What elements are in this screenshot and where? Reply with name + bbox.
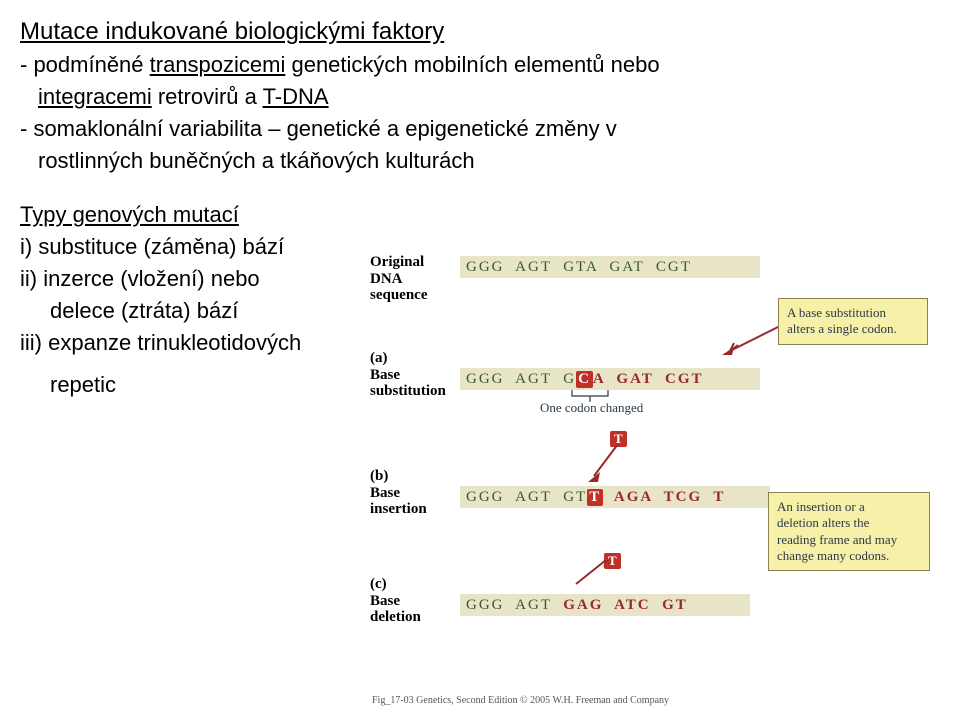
figure-credit: Fig_17-03 Genetics, Second Edition © 200…: [372, 695, 669, 706]
c-l2: deletion: [370, 609, 470, 626]
line2-ul-a: integracemi: [38, 84, 152, 109]
seq-b-pre: GGG AGT GT: [466, 489, 587, 505]
label-original: Original DNA sequence: [370, 254, 455, 304]
seq-c-pre: GGG AGT: [466, 597, 563, 613]
bracket-a-icon: [570, 390, 610, 402]
one-codon-changed: One codon changed: [540, 400, 643, 416]
arrow-substitution-icon: [720, 325, 780, 355]
seq-orig: GGG AGT GTA GAT CGT: [466, 259, 692, 275]
seq-a-pre: GGG AGT G: [466, 371, 576, 387]
seq-band-c: GGG AGT GAG ATC GT: [460, 594, 750, 616]
callout-a-l1: A base substitution: [787, 305, 919, 321]
line-3: - somaklonální variabilita – genetické a…: [20, 116, 940, 142]
callout-b-l2: deletion alters the: [777, 515, 921, 531]
figure: Original DNA sequence GGG AGT GTA GAT CG…: [370, 250, 940, 710]
orig-l2: DNA: [370, 271, 455, 288]
b-small: (b): [370, 468, 470, 485]
seq-a-mut: C: [576, 371, 593, 388]
line2-mid: retrovirů a: [152, 84, 263, 109]
callout-insertion-deletion: An insertion or a deletion alters the re…: [768, 492, 930, 571]
c-small: (c): [370, 576, 470, 593]
line-1: - podmíněné transpozicemi genetických mo…: [20, 52, 940, 78]
seq-band-a: GGG AGT GCA GAT CGT: [460, 368, 760, 390]
arrow-insertion-icon: [588, 442, 648, 482]
label-b: (b) Base insertion: [370, 468, 470, 518]
line2-ul-b: T-DNA: [263, 84, 329, 109]
arrow-deletion-icon: [572, 560, 632, 590]
section-title: Typy genových mutací: [20, 202, 940, 228]
seq-b-mut: T: [587, 489, 603, 506]
orig-l3: sequence: [370, 287, 455, 304]
heading-text: Mutace indukované biologickými faktory: [20, 18, 444, 45]
seq-c-post: GAG ATC GT: [563, 597, 688, 613]
b-l1: Base: [370, 485, 470, 502]
line-2: integracemi retrovirů a T-DNA: [20, 84, 940, 110]
line1-ul: transpozicemi: [150, 52, 286, 77]
callout-b-l4: change many codons.: [777, 548, 921, 564]
a-small: (a): [370, 350, 480, 367]
callout-a-l2: alters a single codon.: [787, 321, 919, 337]
line1-rest: genetických mobilních elementů nebo: [285, 52, 659, 77]
line-4: rostlinných buněčných a tkáňových kultur…: [20, 148, 940, 174]
callout-substitution: A base substitution alters a single codo…: [778, 298, 928, 345]
callout-b-l3: reading frame and may: [777, 532, 921, 548]
c-l1: Base: [370, 593, 470, 610]
callout-b-l1: An insertion or a: [777, 499, 921, 515]
orig-l1: Original: [370, 254, 455, 271]
label-c: (c) Base deletion: [370, 576, 470, 626]
seq-band-b: GGG AGT GTT AGA TCG T: [460, 486, 770, 508]
heading: Mutace indukované biologickými faktory: [20, 18, 940, 46]
seq-b-post: AGA TCG T: [603, 489, 725, 505]
seq-band-orig: GGG AGT GTA GAT CGT: [460, 256, 760, 278]
b-l2: insertion: [370, 501, 470, 518]
seq-a-post: A GAT CGT: [593, 371, 704, 387]
line1-dash: - podmíněné: [20, 52, 150, 77]
